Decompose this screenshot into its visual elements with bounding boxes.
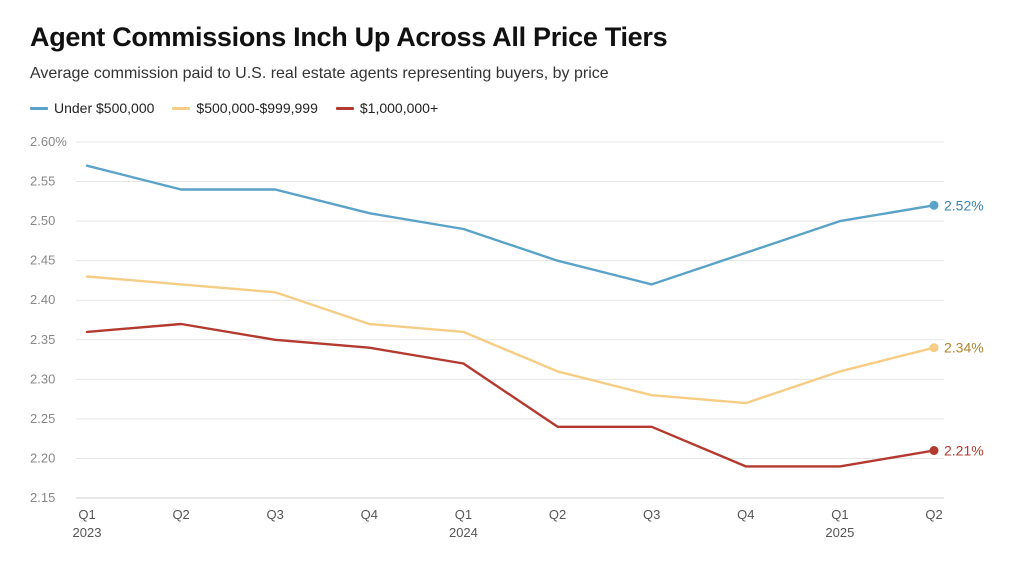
x-tick-label: Q4 [737,507,754,522]
series-line-0 [85,164,936,286]
series-end-dot-2 [929,446,939,456]
legend-item-500k-999k: $500,000-$999,999 [172,100,318,116]
x-tick-label: Q1 [831,507,848,522]
y-tick-label: 2.20 [30,450,55,465]
y-tick-label: 2.35 [30,332,55,347]
series-line-2 [85,322,936,468]
chart-title: Agent Commissions Inch Up Across All Pri… [30,22,668,52]
chart-legend: Under $500,000 $500,000-$999,999 $1,000,… [30,100,438,116]
legend-swatch-under-500k [30,106,48,110]
series-end-label-1: 2.34% [944,340,984,356]
y-tick-label: 2.60% [30,134,67,149]
x-tick-label: Q1 [78,507,95,522]
x-tick-label: Q2 [549,507,566,522]
y-tick-label: 2.40 [30,292,55,307]
x-tick-label: Q2 [172,507,189,522]
y-tick-label: 2.45 [30,253,55,268]
series-end-label-0: 2.52% [944,197,984,213]
chart-subtitle: Average commission paid to U.S. real est… [30,65,609,82]
x-year-label: 2024 [449,525,478,540]
y-tick-label: 2.25 [30,411,55,426]
legend-swatch-500k-999k [172,106,191,110]
x-tick-label: Q3 [643,507,660,522]
series-end-dot-1 [929,343,939,353]
x-year-label: 2023 [73,525,102,540]
legend-item-under-500k: Under $500,000 [30,100,154,116]
y-tick-label: 2.50 [30,213,55,228]
x-tick-label: Q2 [925,507,942,522]
legend-swatch-1m-plus [335,106,354,110]
series-line-1 [85,275,936,405]
x-tick-label: Q1 [455,507,472,522]
x-year-label: 2025 [825,525,854,540]
legend-item-1m-plus: $1,000,000+ [335,100,439,116]
legend-label-under-500k: Under $500,000 [54,100,155,116]
y-tick-label: 2.15 [30,490,55,505]
x-tick-label: Q3 [267,507,284,522]
series-end-dot-0 [929,200,939,210]
legend-label-500k-999k: $500,000-$999,999 [196,100,318,116]
x-tick-label: Q4 [361,507,378,522]
legend-label-1m-plus: $1,000,000+ [359,100,439,116]
y-tick-label: 2.55 [30,174,55,189]
y-tick-label: 2.30 [30,371,55,386]
series-end-label-2: 2.21% [944,443,984,459]
